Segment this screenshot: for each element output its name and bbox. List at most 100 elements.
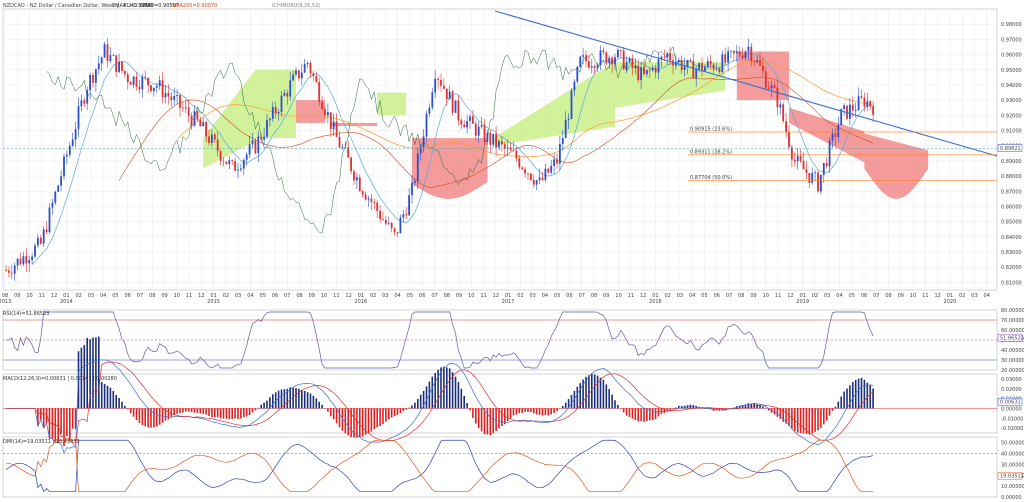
candle-body xyxy=(753,61,756,63)
macd-histogram-bar xyxy=(750,403,753,409)
candle-body xyxy=(582,55,584,57)
macd-histogram-bar xyxy=(121,401,123,409)
candle-body xyxy=(390,222,393,229)
candle-body xyxy=(248,144,251,155)
indicator-tick-label: 0.03000 xyxy=(1001,377,1022,383)
candle-body xyxy=(176,95,178,96)
candle-body xyxy=(611,57,613,65)
macd-histogram-bar xyxy=(738,405,741,409)
candle-body xyxy=(306,62,309,64)
macd-histogram-bar xyxy=(219,408,222,419)
macd-histogram-bar xyxy=(280,389,283,409)
candle-body xyxy=(106,44,109,62)
candle-body xyxy=(851,104,854,111)
indicator-tick-label: 50.00000 xyxy=(1001,440,1024,446)
price-tick-label: 0.83000 xyxy=(1001,250,1022,256)
macd-histogram-bar xyxy=(640,408,642,422)
candle-body xyxy=(698,63,700,70)
candle-body xyxy=(712,64,715,70)
cloud-segment xyxy=(203,69,256,169)
candle-body xyxy=(683,66,686,71)
candle-body xyxy=(564,120,567,139)
time-tick-label: 04 xyxy=(542,293,548,299)
macd-histogram-bar xyxy=(651,408,654,421)
macd-histogram-bar xyxy=(399,408,402,414)
candle-body xyxy=(269,118,271,121)
macd-histogram-bar xyxy=(185,408,187,412)
macd-histogram-bar xyxy=(396,408,399,415)
candle-body xyxy=(831,133,834,141)
panel-frame xyxy=(2,373,998,434)
candle-body xyxy=(663,56,666,58)
macd-histogram-bar xyxy=(617,404,619,409)
candle-body xyxy=(692,61,695,78)
macd-histogram-bar xyxy=(518,408,521,413)
macd-histogram-bar xyxy=(344,408,347,434)
candle-body xyxy=(576,66,579,82)
candle-body xyxy=(51,202,54,208)
candle-body xyxy=(434,78,437,93)
macd-histogram-bar xyxy=(106,385,109,409)
macd-histogram-bar xyxy=(71,408,74,429)
indicator-tick-label: 0.00000 xyxy=(1001,495,1022,501)
macd-histogram-bar xyxy=(469,408,471,411)
fib-level-label: 0.90915 (23.6%) xyxy=(690,127,732,133)
candle-body xyxy=(182,107,184,109)
candle-body xyxy=(332,121,335,129)
current-price-label: 0.89821 xyxy=(1000,146,1021,152)
time-tick-label: 12 xyxy=(787,293,793,299)
candle-body xyxy=(396,232,399,234)
time-tick-label: 08 xyxy=(591,293,597,299)
macd-histogram-bar xyxy=(83,344,86,409)
candle-body xyxy=(173,95,176,101)
candle-body xyxy=(92,75,94,83)
candle-body xyxy=(422,136,425,148)
candle-body xyxy=(22,256,25,265)
macd-histogram-bar xyxy=(425,386,428,409)
candle-body xyxy=(89,75,91,91)
macd-histogram-bar xyxy=(347,408,349,436)
macd-histogram-bar xyxy=(92,337,94,409)
candle-body xyxy=(338,136,341,148)
dmi-current-box xyxy=(997,471,1023,480)
candle-body xyxy=(373,202,376,203)
macd-histogram-bar xyxy=(80,347,83,409)
candle-body xyxy=(324,109,326,116)
macd-histogram-bar xyxy=(614,400,616,409)
macd-histogram-bar xyxy=(675,407,677,409)
candle-body xyxy=(205,122,207,137)
candle-body xyxy=(100,57,103,64)
candle-body xyxy=(66,154,68,157)
candle-body xyxy=(385,219,387,224)
time-tick-label: 09 xyxy=(603,293,609,299)
time-tick-label: 11 xyxy=(186,293,192,299)
candle-body xyxy=(312,73,315,77)
price-tick-label: 0.85000 xyxy=(1001,220,1022,226)
candle-body xyxy=(570,90,573,119)
macd-histogram-bar xyxy=(530,408,532,412)
candle-body xyxy=(153,87,155,92)
time-tick-label: 07 xyxy=(137,293,143,299)
candle-body xyxy=(535,180,538,185)
axes: 08 09 10 11 12 01 02 03 04 05 06 07 08 09 10 11 12 01 02 03… xyxy=(0,22,1024,501)
candle-body xyxy=(448,91,451,100)
candle-body xyxy=(811,173,814,183)
fibonacci-drawing[interactable]: 0.90915 (23.6%) 0.89311 (38.2%) 0.87704 (5… xyxy=(688,127,997,182)
candle-body xyxy=(677,59,680,63)
macd-histogram-bar xyxy=(318,401,320,409)
macd-histogram-bar xyxy=(359,408,361,438)
macd-histogram-bar xyxy=(593,374,596,409)
macd-current-label: 0.00631 xyxy=(1000,400,1021,406)
trendline-drawing[interactable] xyxy=(494,10,998,157)
macd-histogram-bar xyxy=(405,408,407,410)
macd-histogram-bar xyxy=(135,408,138,421)
candle-body xyxy=(364,194,367,200)
candle-body xyxy=(315,76,318,83)
candle-body xyxy=(614,57,616,65)
macd-histogram-bar xyxy=(634,408,637,421)
candle-body xyxy=(808,173,811,183)
candle-body xyxy=(138,86,141,90)
candle-body xyxy=(860,96,863,98)
candle-body xyxy=(393,228,396,233)
